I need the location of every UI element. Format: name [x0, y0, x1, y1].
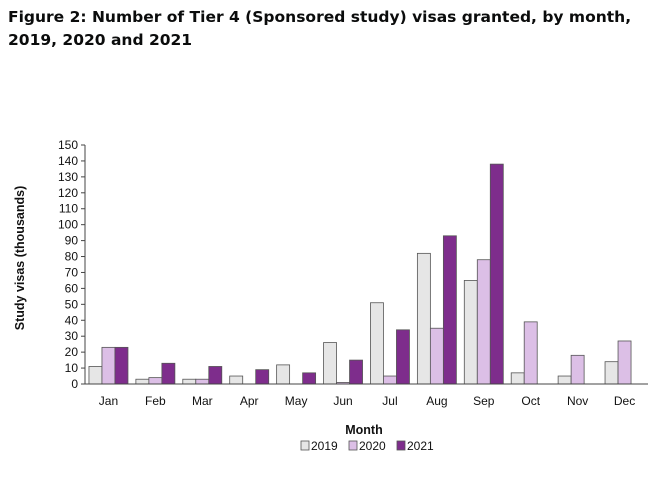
bar-2019-feb: [135, 378, 150, 385]
y-tick-label: 10: [65, 361, 79, 375]
bar-2019-aug: [416, 252, 431, 385]
y-tick-label: 50: [65, 297, 79, 311]
x-tick-label: Aug: [426, 394, 447, 408]
x-tick-label: Sep: [473, 394, 495, 408]
bar-2020-jul: [383, 375, 397, 385]
bar-2021-may: [302, 372, 317, 385]
bar-2019-mar: [182, 378, 197, 385]
bar-2021-feb: [161, 362, 176, 385]
x-tick-label: Feb: [145, 394, 166, 408]
y-axis-title: Study visas (thousands): [13, 186, 27, 330]
x-axis-title: Month: [345, 423, 382, 437]
bar-2019-jan: [88, 366, 103, 385]
bar-2019-may: [276, 364, 291, 385]
x-axis-ticks: Jan Feb Mar Apr May Jun Jul Aug Sep Oct Nov Dec: [99, 394, 635, 408]
legend: 2019 2020 2021: [300, 439, 434, 453]
bar-2021-aug: [442, 235, 457, 385]
bar-2019-oct: [510, 372, 525, 385]
y-tick-label: 20: [65, 345, 79, 359]
legend-swatch-2019: [300, 440, 310, 451]
legend-label-2021: 2021: [407, 439, 434, 453]
bars-group: [88, 163, 632, 385]
bar-2021-jun: [349, 359, 363, 385]
y-tick-label: 80: [65, 250, 79, 264]
bar-2020-feb: [148, 377, 163, 385]
y-tick-label: 150: [58, 138, 78, 152]
x-tick-label: Mar: [192, 394, 213, 408]
bar-2019-apr: [229, 375, 244, 385]
bar-2020-mar: [195, 378, 210, 385]
y-tick-label: 30: [65, 329, 79, 343]
bar-2020-nov: [570, 354, 585, 385]
y-tick-label: 90: [65, 234, 79, 248]
bar-2019-jun: [323, 342, 337, 385]
bar-2020-jan: [101, 346, 116, 385]
bar-2021-jan: [114, 346, 129, 385]
bar-2019-dec: [604, 361, 619, 385]
bar-2020-oct: [523, 321, 538, 385]
legend-swatch-2020: [348, 440, 358, 451]
y-tick-label: 60: [65, 281, 79, 295]
y-tick-label: 110: [59, 202, 78, 216]
y-tick-label: 40: [65, 313, 79, 327]
y-tick-label: 140: [58, 154, 78, 168]
x-tick-label: Oct: [521, 394, 540, 408]
bar-2020-sep: [476, 259, 491, 385]
bar-2019-jul: [370, 302, 384, 385]
legend-label-2019: 2019: [311, 439, 338, 453]
x-tick-label: Jun: [333, 394, 352, 408]
bar-2020-dec: [617, 340, 632, 385]
x-tick-label: Nov: [567, 394, 588, 408]
y-tick-label: 70: [65, 265, 79, 279]
y-tick-label: 0: [71, 377, 78, 391]
x-tick-label: May: [285, 394, 308, 408]
x-tick-label: Dec: [614, 394, 635, 408]
legend-swatch-2021: [396, 440, 406, 451]
x-tick-label: Apr: [240, 394, 259, 408]
bar-2021-sep: [489, 163, 504, 385]
bar-2021-apr: [255, 369, 270, 385]
x-tick-label: Jul: [382, 394, 397, 408]
bar-2019-sep: [463, 280, 478, 385]
bar-2021-mar: [208, 366, 223, 385]
bar-2019-nov: [557, 375, 572, 385]
legend-label-2020: 2020: [359, 439, 386, 453]
y-tick-label: 120: [58, 186, 78, 200]
x-tick-label: Jan: [99, 394, 118, 408]
figure-title: Figure 2: Number of Tier 4 (Sponsored st…: [8, 8, 632, 49]
y-tick-label: 130: [58, 170, 78, 184]
y-tick-label: 100: [58, 218, 78, 232]
bar-2021-jul: [396, 329, 410, 385]
bar-2020-aug: [429, 327, 444, 385]
